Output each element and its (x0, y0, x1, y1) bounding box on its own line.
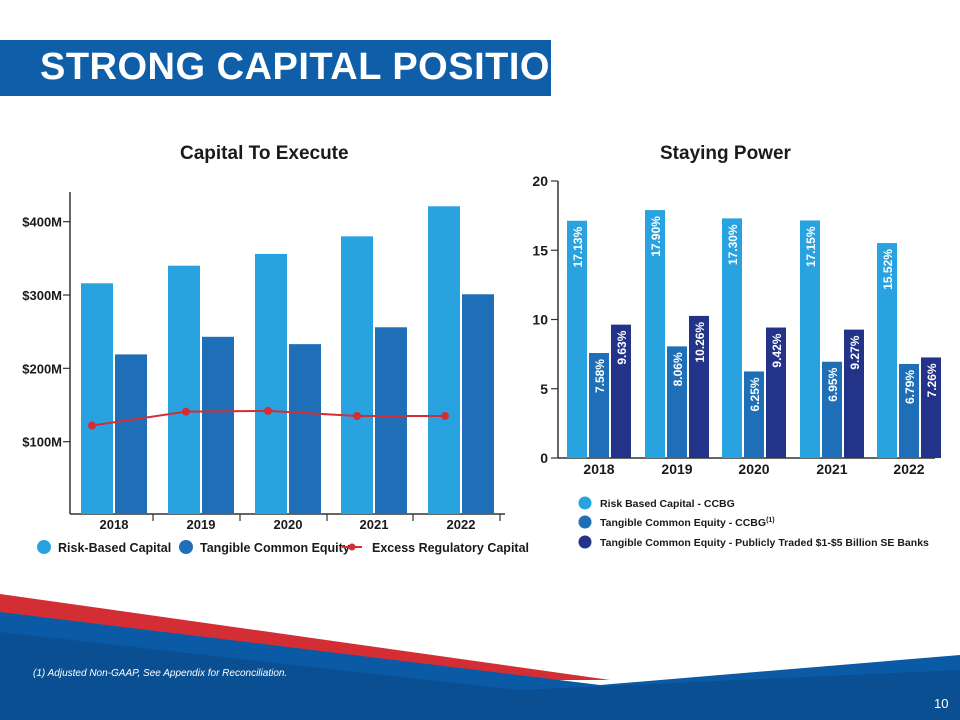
legend-swatch (578, 535, 592, 549)
data-label-tce-ccbg-2021: 6.95% (826, 367, 840, 401)
chart-title-staying-power: Staying Power (660, 143, 791, 164)
bar-tangible-common-equity-2020 (289, 344, 321, 514)
data-label-tce-ccbg-2018: 7.58% (593, 359, 607, 393)
y-tick-label: $400M (22, 215, 62, 230)
bar-tangible-common-equity-2021 (375, 327, 407, 514)
legend-swatch (578, 515, 592, 529)
bar-tce-ccbg-2021 (822, 361, 842, 458)
legend-label: Tangible Common Equity - CCBG(1) (600, 517, 775, 529)
bar-tce-peer-banks-2021 (844, 329, 864, 458)
bar-tce-peer-banks-2019 (689, 315, 709, 458)
legend-label: Excess Regulatory Capital (372, 541, 529, 555)
footer-dark-blue-swoosh (0, 632, 960, 720)
x-tick-label: 2021 (360, 517, 389, 532)
legend-label: Tangible Common Equity - Publicly Traded… (600, 537, 929, 549)
legend-label: Tangible Common Equity (200, 541, 350, 555)
bar-tce-ccbg-2020 (744, 371, 764, 458)
data-label-risk-based-capital-ccbg-2018: 17.13% (571, 226, 585, 267)
legend-swatch-dot (348, 543, 356, 551)
x-tick-label: 2021 (816, 461, 847, 477)
slide-title: STRONG CAPITAL POSITION (40, 46, 578, 88)
data-label-risk-based-capital-ccbg-2021: 17.15% (804, 226, 818, 267)
legend-superscript: (1) (766, 517, 775, 524)
point-excess-regulatory-capital-2018 (88, 421, 96, 430)
point-excess-regulatory-capital-2021 (353, 412, 361, 421)
data-label-risk-based-capital-ccbg-2022: 15.52% (881, 249, 895, 290)
data-label-risk-based-capital-ccbg-2020: 17.30% (726, 224, 740, 265)
bar-risk-based-capital-ccbg-2019 (645, 210, 665, 458)
point-excess-regulatory-capital-2019 (182, 407, 190, 416)
x-tick-label: 2018 (100, 517, 129, 532)
bar-risk-based-capital-ccbg-2021 (800, 220, 820, 458)
bar-tce-peer-banks-2022 (921, 357, 941, 458)
bar-risk-based-capital-2021 (341, 236, 373, 514)
bar-tce-peer-banks-2018 (611, 324, 631, 458)
bar-risk-based-capital-2022 (428, 206, 460, 514)
data-label-tce-peer-banks-2018: 9.63% (615, 330, 629, 364)
bar-risk-based-capital-2018 (81, 283, 113, 514)
point-excess-regulatory-capital-2020 (264, 406, 272, 415)
data-label-tce-ccbg-2020: 6.25% (748, 377, 762, 411)
data-label-tce-peer-banks-2021: 9.27% (848, 335, 862, 369)
x-tick-label: 2020 (738, 461, 769, 477)
y-tick-label: 10 (532, 312, 548, 328)
data-label-tce-ccbg-2022: 6.79% (903, 370, 917, 404)
bar-tangible-common-equity-2018 (115, 354, 147, 514)
y-tick-label: 0 (540, 450, 548, 466)
x-tick-label: 2022 (447, 517, 476, 532)
y-tick-label: 20 (532, 173, 548, 189)
data-label-tce-peer-banks-2020: 9.42% (770, 333, 784, 367)
legend-swatch (578, 496, 592, 510)
y-tick-label: $200M (22, 361, 62, 376)
x-tick-label: 2018 (583, 461, 614, 477)
data-label-risk-based-capital-ccbg-2019: 17.90% (649, 216, 663, 257)
y-tick-label: 15 (532, 242, 548, 258)
bar-tangible-common-equity-2022 (462, 294, 494, 514)
chart-title-capital-to-execute: Capital To Execute (180, 143, 349, 164)
page-number: 10 (934, 696, 949, 711)
x-tick-label: 2019 (661, 461, 692, 477)
bar-tce-ccbg-2018 (589, 353, 609, 458)
footnote: (1) Adjusted Non-GAAP, See Appendix for … (33, 668, 288, 679)
legend-swatch (37, 540, 51, 554)
title-bar (0, 40, 551, 96)
bar-risk-based-capital-2020 (255, 253, 287, 515)
x-tick-label: 2022 (893, 461, 924, 477)
bar-risk-based-capital-ccbg-2018 (567, 220, 587, 458)
bar-risk-based-capital-ccbg-2022 (877, 243, 897, 458)
x-tick-label: 2019 (187, 517, 216, 532)
legend-label: Risk-Based Capital (58, 541, 171, 555)
bar-tce-ccbg-2022 (899, 363, 919, 458)
y-tick-label: 5 (540, 381, 548, 397)
bar-tangible-common-equity-2019 (202, 336, 234, 514)
legend-swatch (179, 540, 193, 554)
data-label-tce-peer-banks-2022: 7.26% (925, 363, 939, 397)
data-label-tce-ccbg-2019: 8.06% (671, 352, 685, 386)
point-excess-regulatory-capital-2022 (441, 412, 449, 421)
bar-tce-ccbg-2019 (667, 346, 687, 458)
bar-risk-based-capital-ccbg-2020 (722, 218, 742, 458)
legend-label: Risk Based Capital - CCBG (600, 498, 735, 510)
x-tick-label: 2020 (274, 517, 303, 532)
y-tick-label: $300M (22, 288, 62, 303)
bar-risk-based-capital-2019 (168, 265, 200, 514)
y-tick-label: $100M (22, 435, 62, 450)
data-label-tce-peer-banks-2019: 10.26% (693, 322, 707, 363)
bar-tce-peer-banks-2020 (766, 327, 786, 458)
